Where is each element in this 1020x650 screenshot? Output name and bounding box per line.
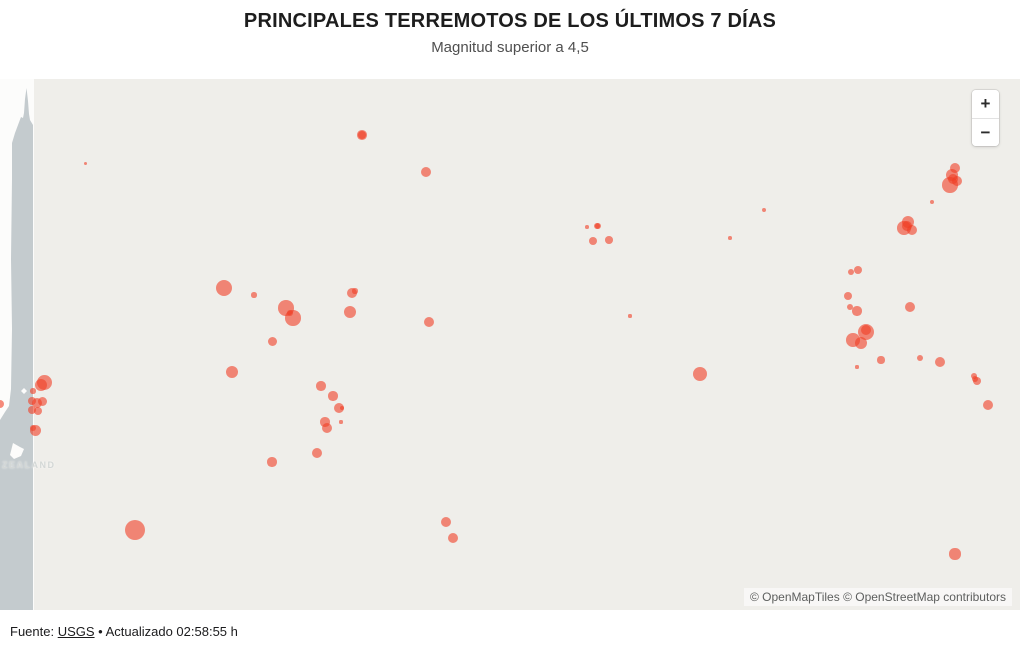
source-prefix: Fuente: [10, 624, 58, 639]
earthquake-point[interactable] [215, 279, 233, 297]
earthquake-point[interactable] [972, 376, 978, 382]
earthquake-point[interactable] [844, 292, 852, 300]
earthquake-point[interactable] [420, 166, 432, 178]
earthquake-point[interactable] [762, 208, 766, 212]
earthquake-point[interactable] [588, 236, 598, 246]
earthquake-point[interactable] [357, 130, 367, 140]
earthquake-point[interactable] [861, 325, 871, 335]
earthquake-point[interactable] [32, 398, 42, 408]
earthquake-point[interactable] [855, 365, 859, 369]
zoom-in-button[interactable]: + [972, 90, 999, 118]
zoom-out-button[interactable]: − [972, 118, 999, 146]
earthquake-point[interactable] [877, 356, 885, 364]
earthquake-point[interactable] [339, 420, 343, 424]
footer: Fuente: USGS • Actualizado 02:58:55 h [10, 624, 238, 639]
earthquake-point[interactable] [0, 399, 5, 409]
island-shape-small [21, 388, 27, 394]
earthquake-point[interactable] [854, 266, 862, 274]
earthquake-point[interactable] [339, 405, 345, 411]
chart-header: PRINCIPALES TERREMOTOS DE LOS ÚLTIMOS 7 … [0, 0, 1020, 56]
map-canvas[interactable]: ZEALAND + − © OpenMapTiles © OpenStreetM… [0, 79, 1020, 610]
source-link[interactable]: USGS [57, 624, 95, 639]
earthquake-point[interactable] [852, 306, 862, 316]
map-attribution[interactable]: © OpenMapTiles © OpenStreetMap contribut… [743, 588, 1012, 606]
earthquake-point[interactable] [950, 163, 960, 173]
earthquake-point[interactable] [30, 425, 36, 431]
earthquake-point[interactable] [917, 355, 923, 361]
earthquake-point[interactable] [440, 516, 452, 528]
earthquake-point[interactable] [728, 236, 732, 240]
earthquake-point[interactable] [316, 381, 326, 391]
earthquake-point[interactable] [585, 225, 589, 229]
earthquake-point[interactable] [605, 236, 613, 244]
earthquake-point[interactable] [448, 533, 458, 543]
earthquake-point[interactable] [907, 225, 917, 235]
water-shape [0, 88, 33, 610]
earthquake-point[interactable] [594, 223, 600, 229]
zoom-control: + − [972, 90, 999, 146]
earthquake-point[interactable] [37, 396, 47, 406]
earthquake-point[interactable] [334, 403, 344, 413]
earthquake-point[interactable] [905, 302, 915, 312]
earthquake-point[interactable] [948, 174, 958, 184]
earthquake-point[interactable] [267, 336, 277, 346]
page-title: PRINCIPALES TERREMOTOS DE LOS ÚLTIMOS 7 … [243, 10, 777, 32]
earthquake-point[interactable] [33, 406, 43, 416]
earthquake-point[interactable] [83, 161, 87, 165]
island-shape-north [10, 443, 24, 459]
page-subtitle: Magnitud superior a 4,5 [431, 39, 589, 56]
earthquake-point[interactable] [693, 367, 707, 381]
earthquake-point[interactable] [352, 288, 358, 294]
earthquake-point[interactable] [949, 548, 961, 560]
earthquake-point[interactable] [847, 304, 853, 310]
earthquake-point[interactable] [847, 268, 855, 276]
earthquake-point[interactable] [982, 399, 994, 411]
earthquake-point[interactable] [267, 457, 277, 467]
earthquake-point[interactable] [855, 337, 867, 349]
earthquake-point[interactable] [423, 316, 435, 328]
earthquake-point[interactable] [347, 288, 357, 298]
earthquake-point[interactable] [35, 379, 47, 391]
earthquake-point[interactable] [28, 406, 36, 414]
map-label-zealand: ZEALAND [2, 460, 56, 470]
updated-text: • Actualizado 02:58:55 h [94, 624, 238, 639]
earthquake-point[interactable] [934, 356, 946, 368]
earthquake-point[interactable] [328, 391, 338, 401]
earthquake-point[interactable] [30, 388, 36, 394]
earthquake-point[interactable] [287, 310, 293, 316]
earthquake-point[interactable] [251, 292, 257, 298]
earthquake-point[interactable] [970, 372, 978, 380]
earthquake-point[interactable] [343, 305, 357, 319]
earthquake-point[interactable] [322, 423, 332, 433]
earthquake-point[interactable] [124, 519, 146, 541]
earthquake-point[interactable] [311, 447, 323, 459]
earthquake-point[interactable] [628, 314, 632, 318]
earthquake-point[interactable] [320, 417, 330, 427]
earthquake-point[interactable] [902, 221, 912, 231]
earthquake-point[interactable] [226, 366, 238, 378]
earthquake-point[interactable] [929, 199, 935, 205]
basemap [0, 79, 34, 610]
